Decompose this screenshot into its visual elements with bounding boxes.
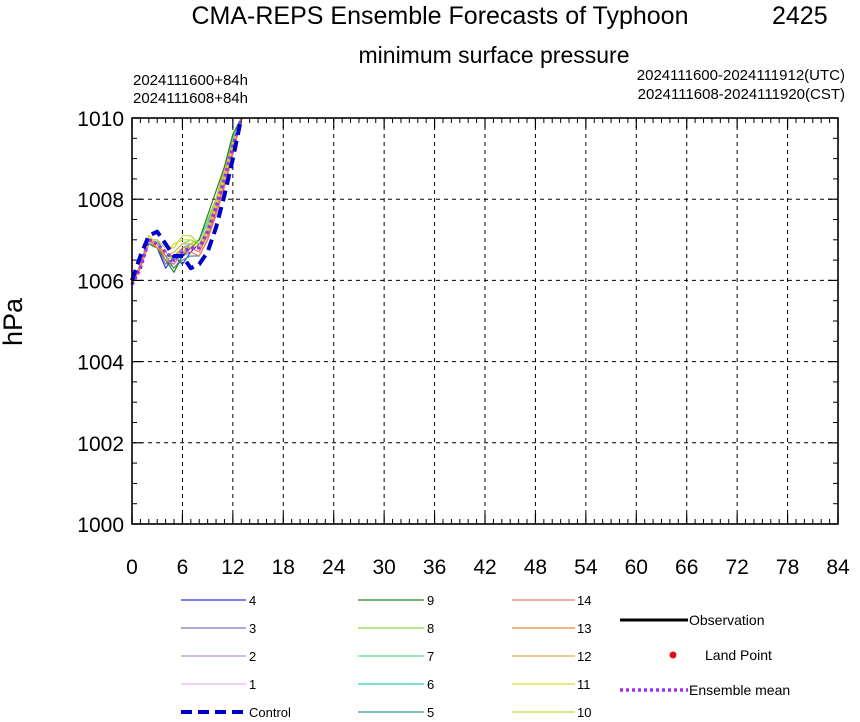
x-tick-labels: 0 6 12 18 24 30 36 42 48 54 60 66 72 78 84: [126, 556, 850, 579]
y-tick-label: 1004: [77, 352, 124, 375]
x-tick-label: 60: [625, 556, 648, 579]
y-tick-label: 1006: [77, 270, 124, 293]
x-tick-label: 24: [322, 556, 346, 579]
x-tick-label: 12: [221, 556, 244, 579]
init-time-utc: 2024111600+84h: [133, 72, 248, 89]
x-tick-label: 6: [177, 556, 189, 579]
legend-label-land-point: Land Point: [705, 647, 772, 663]
legend-label-ensemble-mean: Ensemble mean: [689, 682, 790, 698]
legend-label: 9: [427, 593, 434, 608]
legend: 4 3 2 1 Control 9 8 7 6 5 14 13 12 11 10 Observation Lan…: [181, 593, 790, 720]
legend-label: 7: [427, 649, 434, 664]
legend-label: 1: [249, 677, 256, 692]
legend-label: 5: [427, 705, 434, 717]
y-tick-labels: 1000 1002 1004 1006 1008 1010: [77, 108, 124, 537]
legend-label: 10: [577, 705, 591, 717]
y-tick-label: 1000: [77, 514, 124, 537]
legend-label: 2: [249, 649, 256, 664]
chart-title: CMA-REPS Ensemble Forecasts of Typhoon: [192, 2, 689, 30]
legend-label: 6: [427, 677, 434, 692]
series-line-12: [131, 117, 242, 285]
x-tick-label: 78: [776, 556, 799, 579]
x-tick-label: 42: [473, 556, 496, 579]
grid-lines: [132, 118, 838, 524]
legend-label: 13: [577, 621, 591, 636]
legend-label: 4: [249, 593, 256, 608]
series-line-11: [131, 117, 242, 285]
axis-ticks: [131, 117, 839, 525]
x-tick-label: 84: [826, 556, 850, 579]
typhoon-id: 2425: [772, 2, 828, 30]
legend-land-point-dot: [669, 651, 677, 659]
range-utc: 2024111600-2024111912(UTC): [637, 67, 845, 84]
y-tick-label: 1010: [77, 108, 124, 131]
y-tick-label: 1002: [77, 433, 124, 456]
legend-label: 12: [577, 649, 591, 664]
legend-label: 3: [249, 621, 256, 636]
x-tick-label: 30: [372, 556, 395, 579]
x-tick-label: 66: [675, 556, 698, 579]
y-axis-label: hPa: [0, 297, 28, 346]
legend-label: 11: [577, 677, 591, 692]
legend-label: 8: [427, 621, 434, 636]
legend-label: 14: [577, 593, 591, 608]
x-tick-label: 72: [725, 556, 748, 579]
legend-label: Control: [249, 705, 291, 717]
x-tick-label: 36: [423, 556, 446, 579]
init-time-cst: 2024111608+84h: [133, 90, 248, 107]
x-tick-label: 0: [126, 556, 138, 579]
series-line-ensemble-mean: [130, 117, 243, 286]
x-tick-label: 18: [272, 556, 295, 579]
y-tick-label: 1008: [77, 189, 124, 212]
range-cst: 2024111608-2024111920(CST): [638, 86, 845, 103]
series-line-control: [130, 117, 244, 282]
x-tick-label: 48: [524, 556, 547, 579]
series-lines: [130, 117, 244, 286]
x-tick-label: 54: [574, 556, 598, 579]
legend-label-observation: Observation: [689, 612, 764, 628]
chart-subtitle: minimum surface pressure: [359, 42, 630, 68]
